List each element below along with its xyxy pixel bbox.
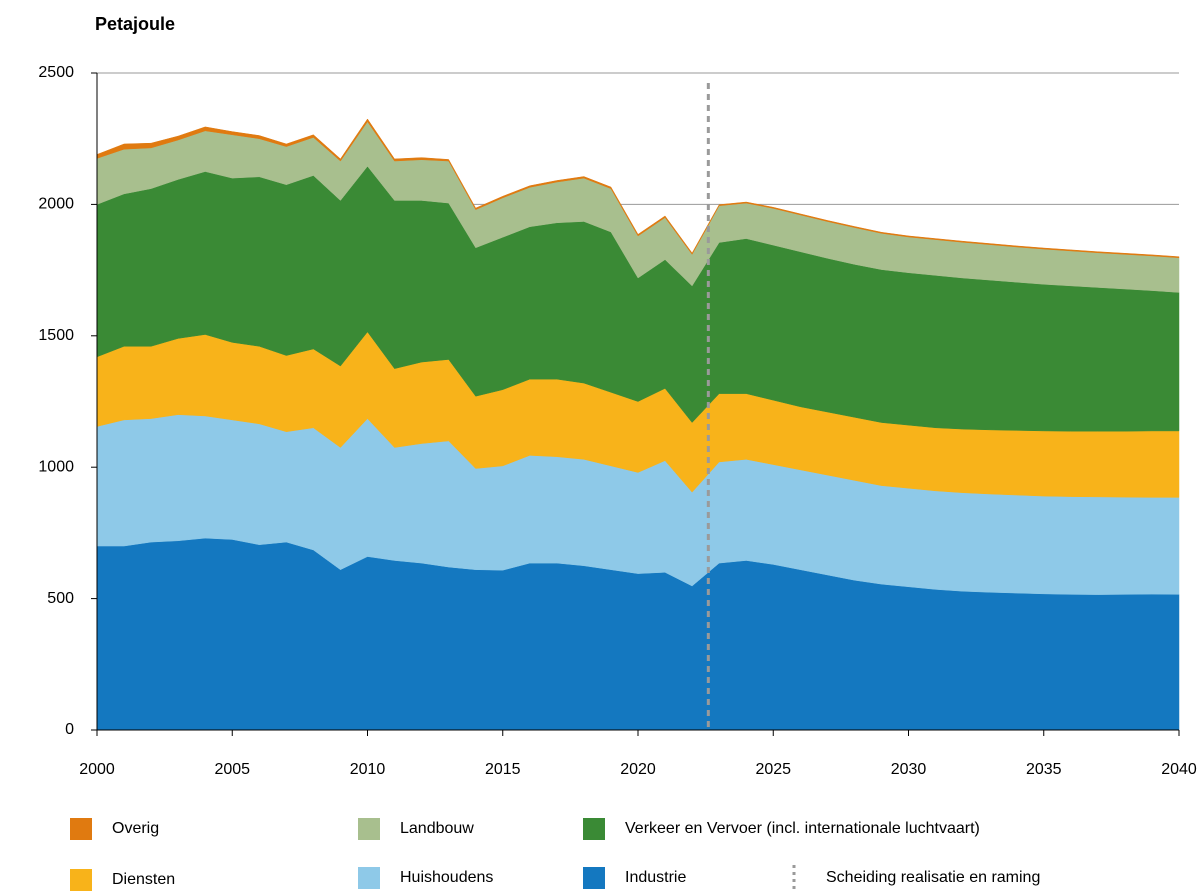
x-tick-label: 2015 — [485, 761, 521, 778]
legend-label: Industrie — [625, 869, 686, 886]
x-tick-label: 2025 — [755, 761, 791, 778]
x-tick-label: 2010 — [350, 761, 386, 778]
y-tick-label: 0 — [65, 721, 74, 738]
x-tick-label: 2030 — [891, 761, 927, 778]
legend-label: Landbouw — [400, 820, 474, 837]
x-tick-label: 2035 — [1026, 761, 1062, 778]
legend-swatch — [358, 867, 380, 889]
legend-swatch — [583, 818, 605, 840]
legend-swatch — [358, 818, 380, 840]
x-tick-label: 2005 — [214, 761, 250, 778]
legend-label: Huishoudens — [400, 869, 493, 886]
legend-swatch — [583, 867, 605, 889]
legend-label: Overig — [112, 820, 159, 837]
legend-swatch — [70, 818, 92, 840]
y-tick-label: 1000 — [38, 458, 74, 475]
x-tick-label: 2020 — [620, 761, 656, 778]
legend-swatch — [70, 869, 92, 891]
y-axis-label: Petajoule — [95, 14, 175, 34]
x-tick-label: 2040 — [1161, 761, 1197, 778]
y-tick-label: 2500 — [38, 64, 74, 81]
y-tick-label: 1500 — [38, 327, 74, 344]
legend-label: Scheiding realisatie en raming — [826, 869, 1040, 886]
legend-label: Diensten — [112, 871, 175, 888]
y-tick-label: 2000 — [38, 196, 74, 213]
area — [96, 118, 1180, 259]
x-tick-label: 2000 — [79, 761, 115, 778]
y-tick-label: 500 — [47, 590, 74, 607]
legend-label: Verkeer en Vervoer (incl. internationale… — [625, 820, 980, 837]
